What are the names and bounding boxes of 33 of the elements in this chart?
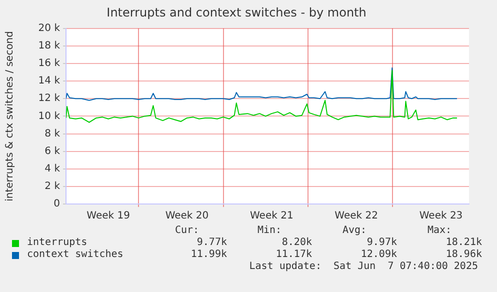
chart-title: Interrupts and context switches - by month	[106, 5, 366, 20]
x-tick-label: Week 23	[419, 210, 463, 222]
text: Cur:	[174, 225, 200, 237]
y-tick-label: 18 k	[38, 40, 60, 52]
text: 18.21k	[444, 237, 482, 249]
text: 12.09k	[360, 249, 397, 261]
y-tick-label: 4 k	[44, 163, 60, 174]
text: 9.77k	[196, 237, 227, 249]
y-tick-label: 20 k	[38, 22, 60, 34]
text: 18.96k	[444, 249, 482, 261]
y-tick-label: 16 k	[38, 58, 60, 70]
text: Last update: Sat Jun 7 07:40:00 2025	[248, 261, 479, 273]
y-axis-title: interrupts & ctx switches / second	[4, 30, 16, 202]
text: 11.99k	[190, 249, 227, 261]
legend-label: interrupts	[26, 237, 88, 249]
y-tick-label: 2 k	[44, 181, 60, 192]
y-tick-label: 6 k	[44, 146, 60, 157]
x-tick-label: Week 22	[334, 210, 378, 222]
text: Min:	[256, 225, 282, 237]
x-tick-label: Week 19	[86, 210, 130, 222]
y-tick-label: 14 k	[38, 76, 60, 87]
y-tick-label: 0	[54, 198, 60, 210]
text: Avg:	[341, 225, 368, 237]
text: 11.17k	[274, 249, 312, 261]
text: 9.97k	[366, 237, 397, 249]
x-tick-label: Week 21	[250, 210, 294, 222]
text: Max:	[426, 225, 453, 237]
x-tick-label: Week 20	[165, 210, 209, 222]
y-tick-label: 12 k	[38, 93, 60, 104]
text: 8.20k	[280, 237, 312, 249]
y-tick-label: 8 k	[44, 128, 60, 140]
legend-label: context switches	[26, 249, 124, 261]
y-tick-label: 10 k	[38, 110, 60, 122]
